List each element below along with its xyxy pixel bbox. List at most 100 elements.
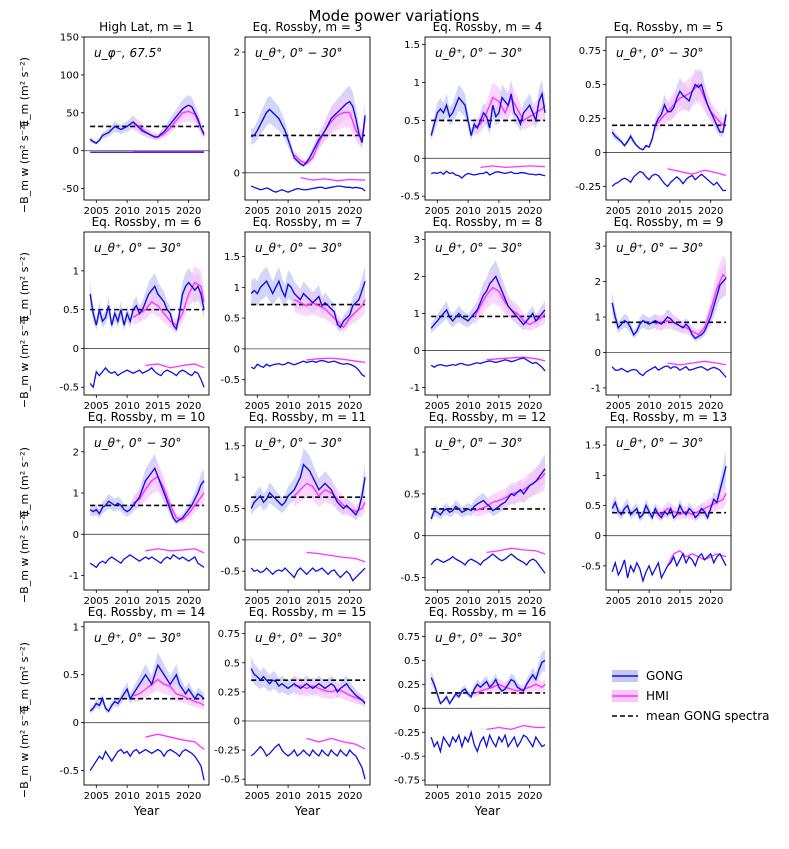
panel-frame [244,36,371,201]
y-tick-label: 0.5 [404,116,420,127]
gong-energy-line [430,275,546,329]
hmi-energy-line [293,111,366,165]
y-tick-label: -0.75 [394,776,420,787]
x-tick-label: 2005 [606,401,631,412]
panel-11: Eq. Rossby, m = 12 -0.5 0 0.5 1 2005 2010 2015 2… [400,410,551,607]
x-tick-label: 2010 [275,596,300,607]
x-tick-label: 2015 [145,401,170,412]
y-axis-label-energy: E_m (m² s⁻²) [18,252,31,322]
panel-title: Eq. Rossby, m = 15 [249,605,366,619]
x-tick-label: 2010 [455,206,480,217]
gong-uncertainty-band [431,454,546,523]
panel-frame [605,426,732,591]
x-tick-label: 2015 [486,206,511,217]
x-axis-label: Year [294,804,320,818]
y-tick-label: 1 [414,448,420,459]
x-tick-label: 2010 [114,401,139,412]
gong-bw-line [250,185,366,193]
y-tick-label: 0.5 [63,670,79,681]
legend: GONG HMI mean GONG spectra [612,669,770,723]
x-tick-label: 2020 [176,206,201,217]
panel-annotation: u_θ⁺, 0° − 30° [616,241,704,255]
x-tick-label: 2020 [176,791,201,802]
panel-title: Eq. Rossby, m = 9 [614,215,724,229]
hmi-bw-line [306,357,366,364]
y-tick-label: -1 [410,383,420,394]
panel-3: Eq. Rossby, m = 4 -0.5 0 0.5 1 1.5 2005 2010 201… [400,20,551,217]
panel-title: Eq. Rossby, m = 3 [253,20,363,34]
panel-title: Eq. Rossby, m = 12 [429,410,546,424]
x-tick-label: 2010 [114,206,139,217]
y-tick-label: 0 [234,168,240,179]
x-tick-label: 2020 [698,596,723,607]
y-axis-label-bw: −B_m w (m² s⁻²) [18,706,31,798]
panel-1: High Lat, m = 1 -50 0 50 100 150 2005 2010 2015 2… [18,20,210,217]
panel-title: Eq. Rossby, m = 8 [433,215,543,229]
panel-title: Eq. Rossby, m = 16 [429,605,546,619]
x-tick-label: 2005 [425,596,450,607]
y-tick-label: 1 [414,78,420,89]
y-tick-label: 0.5 [224,504,240,515]
gong-energy-line [611,277,727,340]
gong-energy-line [89,281,205,331]
hmi-energy-line [294,685,366,703]
y-tick-label: 0.5 [224,658,240,669]
gong-energy-line [250,279,366,329]
panel-13: Eq. Rossby, m = 14 -0.5 0 0.5 1 2005 2010 2015 2… [18,605,210,818]
gong-bw-line [89,366,205,389]
panel-annotation: u_θ⁺, 0° − 30° [94,436,182,450]
hmi-energy-line [132,475,205,521]
x-tick-label: 2020 [176,596,201,607]
hmi-bw-line [480,165,546,169]
y-tick-label: 1 [595,471,601,482]
panel-title: Eq. Rossby, m = 6 [92,215,202,229]
y-axis-label-energy: E_m (m² s⁻²) [18,447,31,517]
legend-label-mean: mean GONG spectra [646,709,770,723]
panel-annotation: u_θ⁺, 0° − 30° [255,436,343,450]
panel-9: Eq. Rossby, m = 10 -1 0 1 2 2005 2010 2015 2020 u… [18,410,210,607]
panel-annotation: u_θ⁺, 0° − 30° [94,241,182,255]
y-tick-label: 3 [595,242,601,253]
panel-annotation: u_θ⁺, 0° − 30° [94,631,182,645]
panel-4: Eq. Rossby, m = 5 -0.25 0 0.25 0.5 0.75 2005 20… [575,20,732,217]
y-tick-label: 1 [234,108,240,119]
y-tick-label: 0 [73,344,79,355]
hmi-energy-line [655,273,727,336]
panel-8: Eq. Rossby, m = 9 -1 0 1 2 3 2005 2010 2015 2020 u… [591,215,732,412]
gong-bw-line [250,743,366,780]
gong-uncertainty-band [612,261,727,342]
x-tick-label: 2020 [337,401,362,412]
panel-annotation: u_φ⁻, 67.5° [94,46,162,60]
y-tick-label: 0.5 [224,314,240,325]
x-tick-label: 2010 [114,596,139,607]
gong-bw-line [611,170,727,192]
gong-energy-line [250,668,366,704]
gong-uncertainty-band [90,95,205,145]
x-axis-label: Year [474,804,500,818]
hmi-bw-line [667,360,727,366]
panel-annotation: u_θ⁺, 0° − 30° [616,46,704,60]
gong-energy-line [430,91,546,136]
y-tick-label: -0.5 [220,375,240,386]
x-tick-label: 2005 [84,596,109,607]
x-tick-label: 2020 [517,206,542,217]
hmi-bw-line [145,363,205,369]
panel-annotation: u_θ⁺, 0° − 30° [255,631,343,645]
y-tick-label: 1 [595,313,601,324]
x-tick-label: 2005 [245,206,270,217]
hmi-uncertainty-band [655,67,727,133]
y-tick-label: 0 [414,531,420,542]
x-tick-label: 2020 [176,401,201,412]
y-tick-label: 0 [73,530,79,541]
x-tick-label: 2020 [517,596,542,607]
hmi-bw-line [306,737,366,750]
hmi-energy-line [293,299,366,329]
hmi-uncertainty-band [474,271,546,332]
x-tick-label: 2005 [245,791,270,802]
gong-bw-line [430,553,546,574]
x-tick-label: 2015 [667,596,692,607]
panel-title: Eq. Rossby, m = 14 [88,605,205,619]
y-tick-label: -0.5 [400,752,420,763]
y-tick-label: 1 [73,489,79,500]
y-tick-label: 50 [66,108,79,119]
